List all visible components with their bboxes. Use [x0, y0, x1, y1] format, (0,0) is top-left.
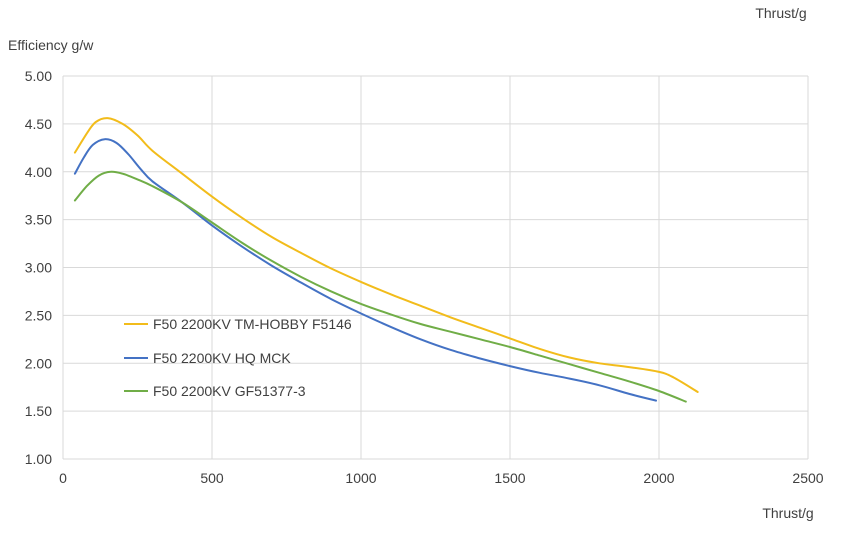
series-line-tm-hobby: [73, 117, 699, 393]
top-axis-label: Thrust/g: [755, 5, 806, 21]
x-tick-label: 1000: [345, 470, 376, 486]
y-tick-label: 2.00: [25, 355, 52, 371]
y-tick-label: 5.00: [25, 68, 52, 84]
y-tick-label: 3.50: [25, 212, 52, 228]
y-tick-label: 1.00: [25, 451, 52, 467]
x-tick-label: 500: [200, 470, 224, 486]
x-tick-label: 1500: [494, 470, 525, 486]
x-tick-label: 2000: [643, 470, 674, 486]
series-line-gf51377: [73, 170, 687, 403]
y-tick-label: 4.00: [25, 164, 52, 180]
series-lines: [73, 117, 699, 403]
y-axis-title: Efficiency g/w: [8, 37, 94, 53]
y-tick-label: 4.50: [25, 116, 52, 132]
x-tick-label: 0: [59, 470, 67, 486]
legend-label: F50 2200KV HQ MCK: [153, 350, 291, 366]
y-tick-label: 2.50: [25, 307, 52, 323]
axes: 1.00 1.50 2.00 2.50 3.00 3.50 4.00 4.50 5.00 0 500…: [25, 68, 824, 486]
grid-lines: [62, 75, 809, 460]
y-tick-label: 3.00: [25, 260, 52, 276]
x-tick-label: 2500: [792, 470, 823, 486]
x-axis-title: Thrust/g: [762, 505, 813, 521]
legend-label: F50 2200KV TM-HOBBY F5146: [153, 316, 352, 332]
series-line-hq-mck: [73, 138, 657, 402]
y-tick-label: 1.50: [25, 403, 52, 419]
legend: F50 2200KV TM-HOBBY F5146 F50 2200KV HQ M…: [124, 316, 352, 399]
legend-label: F50 2200KV GF51377-3: [153, 383, 306, 399]
